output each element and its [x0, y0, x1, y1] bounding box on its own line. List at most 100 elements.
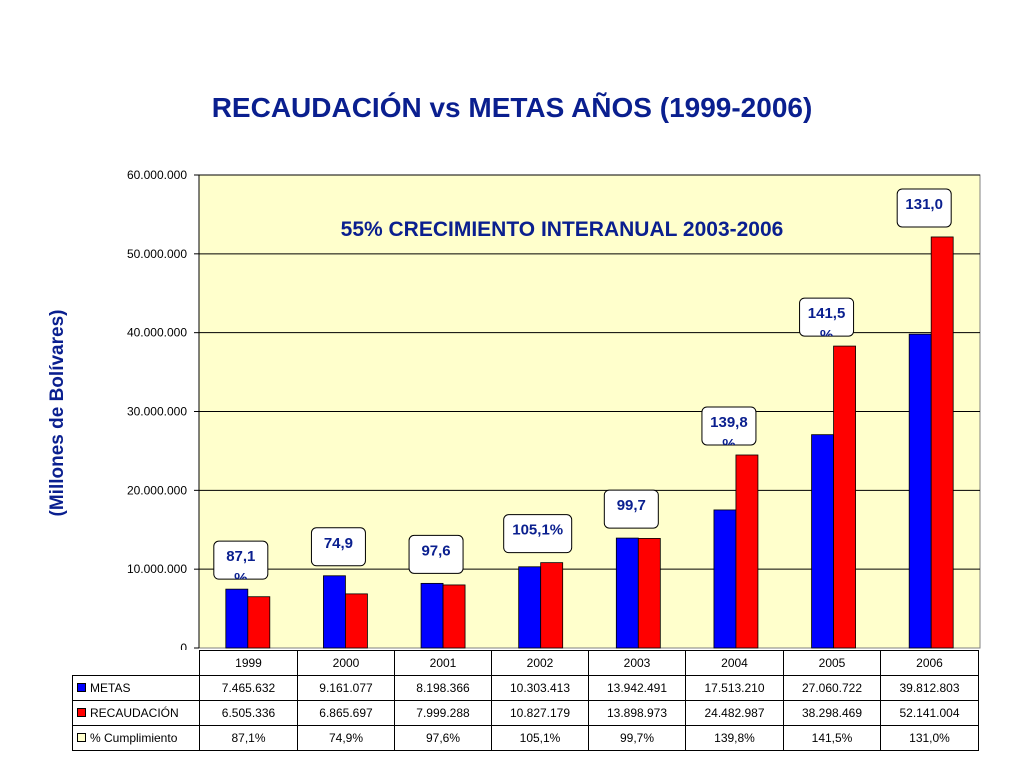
compliance-callout: 87,1% [213, 540, 269, 587]
callout-value-suffix: % [820, 327, 833, 344]
table-cell: 13.942.491 [588, 675, 686, 701]
bars [225, 236, 954, 649]
callout-value: 141,5 [808, 305, 846, 322]
table-header-row: 1999 2000 2001 2002 2003 2004 2005 2006 [72, 650, 979, 676]
table-year-header: 2004 [685, 650, 784, 676]
table-year-header: 1999 [199, 650, 298, 676]
compliance-callout: 139,8% [701, 406, 757, 446]
table-year-header: 2000 [297, 650, 395, 676]
table-cell: 27.060.722 [783, 675, 881, 701]
table-series-label: METAS [72, 675, 200, 701]
table-cell: 131,0% [880, 725, 979, 751]
callout-box [896, 188, 952, 228]
y-tick-label: 40.000.000 [127, 326, 187, 340]
y-tick-label: 60.000.000 [127, 168, 187, 182]
bar-recaudacion [345, 593, 368, 649]
legend-key [77, 733, 86, 742]
table-cell: 39.812.803 [880, 675, 979, 701]
y-tick-label: 10.000.000 [127, 562, 187, 576]
callout-value: 105,1% [512, 522, 563, 539]
y-tick-label: 30.000.000 [127, 405, 187, 419]
bar-metas [420, 582, 444, 649]
bar-recaudacion [735, 454, 759, 649]
table-cell: 87,1% [199, 725, 298, 751]
compliance-callout: 141,5% [799, 297, 855, 344]
bar-metas [323, 575, 346, 649]
table-cell: 6.865.697 [297, 700, 395, 726]
callout-box [310, 527, 366, 567]
table-cell: 9.161.077 [297, 675, 395, 701]
table-cell: 7.999.288 [394, 700, 492, 726]
callout-value: 97,6 [421, 542, 450, 559]
compliance-callout: 131,0 [896, 188, 952, 228]
table-cell: 141,5% [783, 725, 881, 751]
bar-metas [615, 537, 639, 649]
y-tick-label: 50.000.000 [127, 247, 187, 261]
table-cell: 74,9% [297, 725, 395, 751]
callout-box [701, 406, 757, 446]
table-series-label: RECAUDACIÓN [72, 700, 200, 726]
compliance-callout: 105,1% [503, 514, 573, 554]
bar-recaudacion [540, 562, 564, 649]
table-year-header: 2006 [880, 650, 979, 676]
bar-metas [908, 333, 932, 649]
table-year-header: 2001 [394, 650, 492, 676]
table-row: % Cumplimiento 87,1% 74,9% 97,6% 105,1% 99,7%… [72, 725, 979, 751]
compliance-callout: 99,7 [603, 489, 659, 529]
table-corner [72, 650, 200, 676]
data-table: 1999 2000 2001 2002 2003 2004 2005 2006 METAS 7.4… [72, 650, 979, 751]
growth-annotation: 55% CRECIMIENTO INTERANUAL 2003-2006 [341, 218, 784, 241]
y-axis: 0 10.000.000 20.000.000 30.000.000 40.000.00… [127, 168, 200, 650]
bar-recaudacion [930, 236, 954, 649]
bar-chart: 0 10.000.000 20.000.000 30.000.000 40.000.00… [127, 168, 981, 650]
table-cell: 139,8% [685, 725, 784, 751]
callout-box [408, 534, 464, 574]
compliance-callout: 97,6 [408, 534, 464, 574]
table-row: RECAUDACIÓN 6.505.336 6.865.697 7.999.288 10… [72, 700, 979, 726]
table-year-header: 2002 [491, 650, 589, 676]
bar-metas [713, 509, 737, 649]
data-table-wrap: 1999 2000 2001 2002 2003 2004 2005 2006 METAS 7.4… [72, 650, 979, 751]
table-cell: 105,1% [491, 725, 589, 751]
table-year-header: 2005 [783, 650, 881, 676]
y-tick-label: 20.000.000 [127, 483, 187, 497]
bar-recaudacion [247, 596, 271, 649]
callout-value: 131,0 [905, 196, 943, 213]
table-cell: 10.303.413 [491, 675, 589, 701]
legend-key [77, 683, 86, 692]
table-cell: 97,6% [394, 725, 492, 751]
callout-value: 74,9 [324, 535, 353, 552]
bar-recaudacion [637, 538, 661, 649]
callout-value: 99,7 [617, 497, 646, 514]
callout-box [799, 297, 855, 337]
table-cell: 38.298.469 [783, 700, 881, 726]
compliance-callout: 74,9 [310, 527, 366, 567]
bar-metas [811, 434, 834, 649]
callout-value: 139,8 [710, 414, 748, 431]
callout-value: 87,1 [226, 548, 255, 565]
table-cell: 17.513.210 [685, 675, 784, 701]
bar-metas [518, 566, 542, 649]
legend-label: RECAUDACIÓN [90, 706, 179, 720]
chart-title: RECAUDACIÓN vs METAS AÑOS (1999-2006) [211, 92, 813, 123]
table-cell: 7.465.632 [199, 675, 298, 701]
legend-label: % Cumplimiento [90, 731, 178, 745]
table-series-label: % Cumplimiento [72, 725, 200, 751]
callout-box [503, 514, 573, 554]
table-cell: 13.898.973 [588, 700, 686, 726]
bar-metas [225, 588, 249, 649]
callout-box [213, 540, 269, 580]
bar-recaudacion [833, 345, 856, 649]
table-cell: 6.505.336 [199, 700, 298, 726]
table-cell: 99,7% [588, 725, 686, 751]
table-cell: 10.827.179 [491, 700, 589, 726]
bar-recaudacion [442, 584, 466, 649]
legend-key [77, 708, 86, 717]
table-cell: 52.141.004 [880, 700, 979, 726]
table-year-header: 2003 [588, 650, 686, 676]
callout-box [603, 489, 659, 529]
callout-value-suffix: % [234, 570, 247, 587]
legend-label: METAS [90, 681, 131, 695]
data-table-body: 1999 2000 2001 2002 2003 2004 2005 2006 METAS 7.4… [72, 650, 979, 751]
